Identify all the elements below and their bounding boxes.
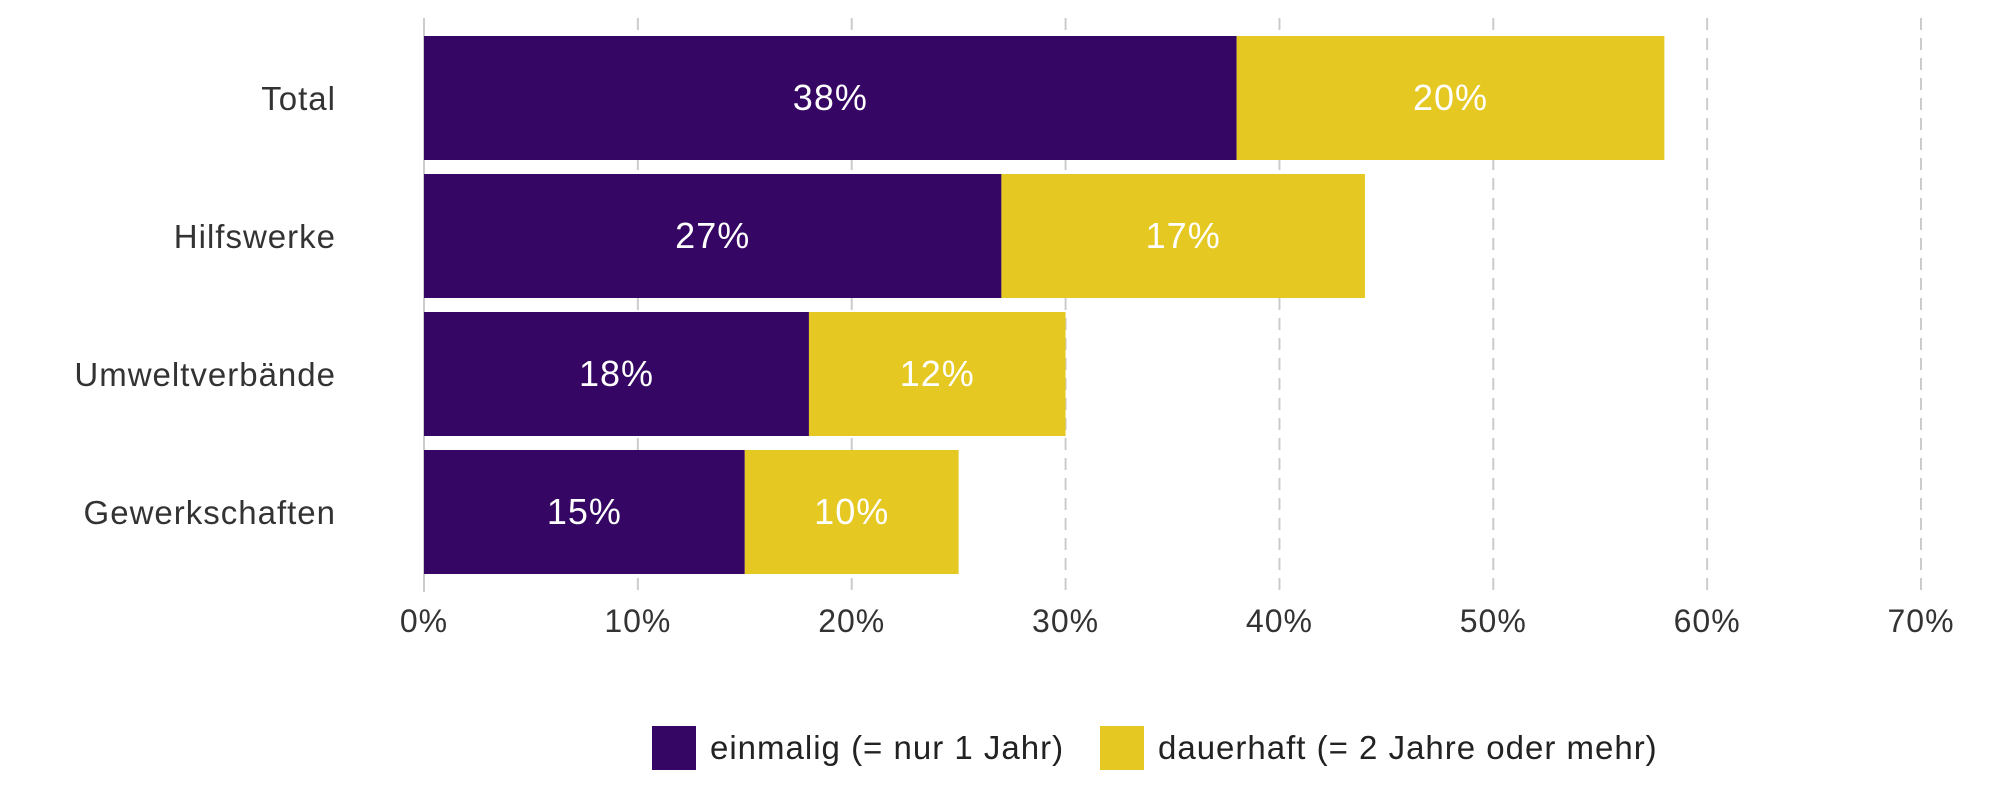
x-axis-tick-labels: 0% 10% 20% 30% 40% 50% 60% 70% bbox=[400, 603, 1954, 639]
bars bbox=[424, 36, 1665, 574]
x-tick-label: 10% bbox=[604, 603, 671, 639]
category-labels: Total Hilfswerke Umweltverbände Gewerkschaf… bbox=[74, 80, 336, 531]
bar-einmalig-2 bbox=[424, 312, 809, 436]
bar-dauerhaft-0 bbox=[1236, 36, 1665, 160]
bar-dauerhaft-2 bbox=[808, 312, 1066, 436]
x-tick-label: 40% bbox=[1246, 603, 1313, 639]
bar-value-label: 38% bbox=[793, 77, 868, 118]
x-tick-label: 0% bbox=[400, 603, 448, 639]
legend-swatch bbox=[1100, 726, 1144, 770]
bar-value-label: 12% bbox=[900, 353, 975, 394]
bar-value-label: 15% bbox=[547, 491, 622, 532]
x-tick-label: 60% bbox=[1674, 603, 1741, 639]
x-tick-label: 20% bbox=[818, 603, 885, 639]
bar-value-labels: 38% 20% 27% 17% 18% 12% 15% 10% bbox=[547, 77, 1488, 532]
x-tick-label: 30% bbox=[1032, 603, 1099, 639]
legend-label: dauerhaft (= 2 Jahre oder mehr) bbox=[1158, 729, 1658, 766]
category-label: Umweltverbände bbox=[74, 356, 336, 393]
category-label: Total bbox=[261, 80, 336, 117]
bar-value-label: 20% bbox=[1413, 77, 1488, 118]
bar-einmalig-1 bbox=[424, 174, 1002, 298]
bar-value-label: 10% bbox=[814, 491, 889, 532]
bar-value-label: 18% bbox=[579, 353, 654, 394]
bar-einmalig-3 bbox=[424, 450, 745, 574]
bar-einmalig-0 bbox=[424, 36, 1237, 160]
bar-dauerhaft-1 bbox=[1001, 174, 1365, 298]
legend-label: einmalig (= nur 1 Jahr) bbox=[710, 729, 1064, 766]
x-tick-label: 50% bbox=[1460, 603, 1527, 639]
bar-value-label: 17% bbox=[1146, 215, 1221, 256]
category-label: Hilfswerke bbox=[174, 218, 336, 255]
legend: einmalig (= nur 1 Jahr) dauerhaft (= 2 Ja… bbox=[652, 726, 1658, 770]
legend-swatch bbox=[652, 726, 696, 770]
bar-value-label: 27% bbox=[675, 215, 750, 256]
x-tick-label: 70% bbox=[1887, 603, 1954, 639]
bar-dauerhaft-3 bbox=[744, 450, 959, 574]
category-label: Gewerkschaften bbox=[84, 494, 336, 531]
